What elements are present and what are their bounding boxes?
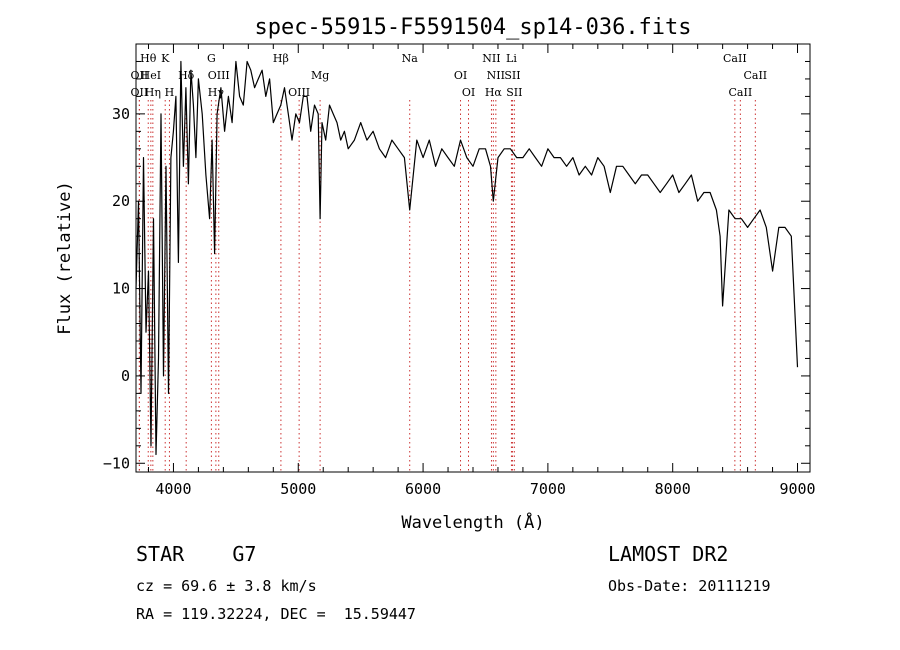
line-marker-label: CaII: [743, 69, 767, 82]
line-marker-label: Na: [402, 52, 419, 65]
line-marker-label: NII: [482, 52, 500, 65]
line-marker-label: NII: [487, 69, 505, 82]
x-tick-label: 9000: [779, 480, 815, 498]
line-marker-label: Li: [506, 52, 517, 65]
chart-title: spec-55915-F5591504_sp14-036.fits: [254, 15, 691, 40]
line-marker-label: CaII: [729, 86, 753, 99]
observation-date: Obs-Date: 20111219: [608, 577, 771, 595]
line-marker-label: Hβ: [273, 52, 289, 65]
line-marker-label: Hα: [485, 86, 503, 99]
x-tick-label: 7000: [530, 480, 566, 498]
line-marker-label: Hη: [145, 86, 161, 99]
plot-frame: [135, 43, 811, 473]
spectrum-series: [135, 60, 799, 456]
redshift-velocity: cz = 69.6 ± 3.8 km/s: [136, 577, 317, 595]
line-marker-label: OII: [131, 69, 149, 82]
y-tick-label: 20: [112, 192, 130, 210]
x-tick-label: 5000: [280, 480, 316, 498]
line-marker-label: SII: [506, 86, 522, 99]
object-class: STAR G7: [136, 542, 257, 566]
line-marker-label: HeI: [141, 69, 161, 82]
x-tick-label: 4000: [155, 480, 191, 498]
line-marker-label: K: [161, 52, 170, 65]
y-tick-label: 10: [112, 280, 130, 298]
line-marker-label: CaII: [723, 52, 747, 65]
line-marker-label: Mg: [311, 69, 329, 82]
y-tick-label: −10: [103, 454, 130, 472]
line-marker-label: OII: [131, 86, 149, 99]
line-marker-label: OIII: [288, 86, 310, 99]
line-marker-label: G: [207, 52, 216, 65]
line-marker-label: SII: [504, 69, 520, 82]
x-tick-label: 6000: [405, 480, 441, 498]
line-marker-label: Hθ: [140, 52, 157, 65]
axis-ticks: 4000 5000 6000 7000 8000 9000 −10 0 10 20 30: [103, 44, 816, 498]
coordinates: RA = 119.32224, DEC = 15.59447: [136, 605, 416, 623]
y-tick-label: 0: [121, 367, 130, 385]
x-axis-label: Wavelength (Å): [401, 511, 544, 533]
line-marker-label: H: [165, 86, 175, 99]
survey-name: LAMOST DR2: [608, 542, 729, 566]
spectrum-line: [135, 60, 799, 456]
line-marker-label: OIII: [208, 69, 230, 82]
line-marker-label: OI: [462, 86, 475, 99]
y-tick-label: 30: [112, 105, 130, 123]
line-marker-label: OI: [454, 69, 467, 82]
x-tick-label: 8000: [655, 480, 691, 498]
y-axis-label: Flux (relative): [55, 181, 75, 335]
